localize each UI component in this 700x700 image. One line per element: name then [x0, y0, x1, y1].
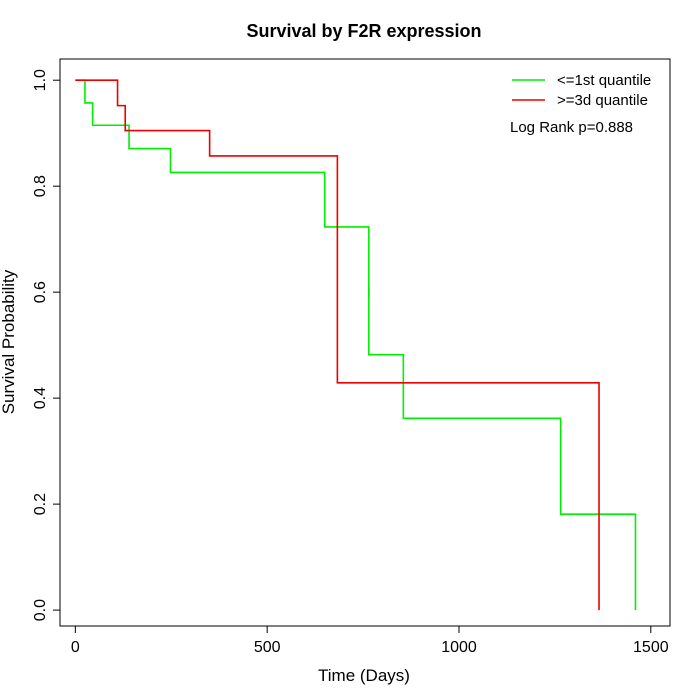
legend-label: <=1st quantile: [557, 72, 651, 89]
x-axis-label: Time (Days): [318, 666, 410, 685]
x-tick-label: 0: [71, 639, 80, 656]
y-tick-label: 0.0: [32, 599, 49, 621]
y-tick-label: 0.4: [32, 387, 49, 409]
x-tick-label: 1500: [633, 639, 669, 656]
x-axis: 0 500 1000 1500: [71, 625, 669, 656]
y-tick-label: 0.2: [32, 493, 49, 515]
y-axis: 0.0 0.2 0.4 0.6 0.8 1.0: [32, 69, 61, 621]
legend-label: >=3d quantile: [557, 92, 648, 109]
survival-curve-1: [75, 79, 637, 611]
y-tick-label: 0.8: [32, 175, 49, 197]
legend: <=1st quantile >=3d quantile: [512, 72, 651, 109]
x-tick-label: 1000: [441, 639, 477, 656]
y-axis-label: Survival Probability: [0, 269, 18, 414]
series-layer: [75, 79, 637, 611]
x-tick-label: 500: [254, 639, 281, 656]
log-rank-annotation: Log Rank p=0.888: [510, 119, 633, 136]
y-tick-label: 0.6: [32, 281, 49, 303]
y-tick-label: 1.0: [32, 69, 49, 91]
chart-title: Survival by F2R expression: [246, 21, 481, 41]
plot-frame: [59, 58, 671, 627]
survival-curve-2: [75, 79, 600, 611]
